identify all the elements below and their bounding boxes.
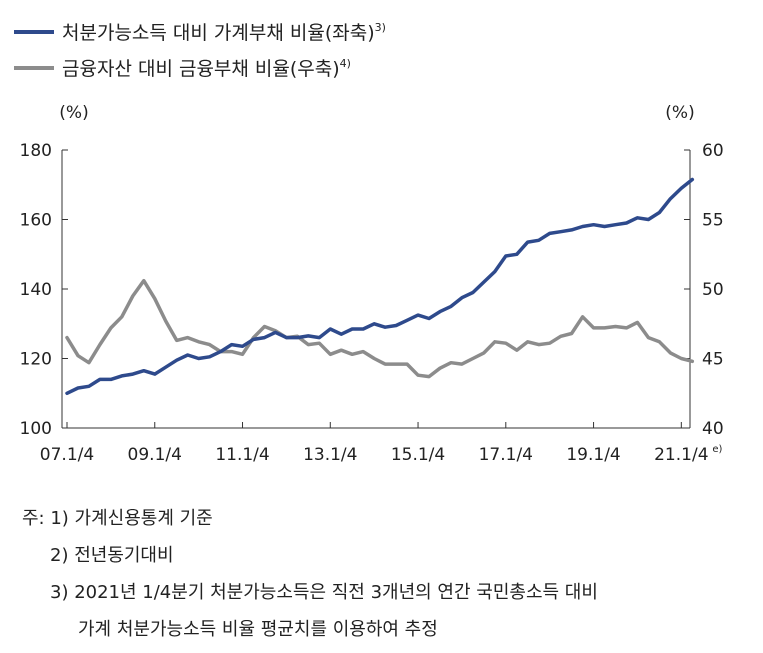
- left-tick-label: 140: [20, 280, 52, 300]
- left-axis-unit: (%): [59, 103, 88, 123]
- x-tick-label: 21.1/4: [654, 445, 708, 465]
- footnote-3-cont: 가계 처분가능소득 비율 평균치를 이용하여 추정: [78, 619, 438, 640]
- left-tick-label: 120: [20, 350, 52, 370]
- right-axis-ticks: 40 45 50 55 60: [684, 141, 724, 439]
- right-tick-label: 45: [702, 350, 724, 370]
- right-tick-label: 55: [702, 211, 724, 231]
- legend-label-financial-liabilities: 금융자산 대비 금융부채 비율(우축)4): [62, 57, 351, 80]
- series-line-household-debt: [65, 177, 695, 396]
- right-tick-label: 40: [702, 419, 724, 439]
- x-tick-superscript: e): [712, 444, 722, 455]
- right-tick-label: 60: [702, 141, 724, 161]
- series-line-financial-liabilities: [65, 278, 695, 379]
- legend: 처분가능소득 대비 가계부채 비율(좌축)3) 금융자산 대비 금융부채 비율(…: [14, 21, 386, 80]
- footnotes: 주: 1) 가계신용통계 기준 2) 전년동기대비 3) 2021년 1/4분기…: [22, 500, 598, 648]
- right-tick-label: 50: [702, 280, 724, 300]
- left-tick-label: 160: [20, 211, 52, 231]
- x-tick-label: 11.1/4: [215, 445, 269, 465]
- x-tick-label: 19.1/4: [566, 445, 620, 465]
- legend-label-household-debt: 처분가능소득 대비 가계부채 비율(좌축)3): [62, 21, 386, 44]
- right-axis-unit: (%): [665, 103, 694, 123]
- left-tick-label: 180: [20, 141, 52, 161]
- footnote-2: 2) 전년동기대비: [50, 545, 174, 566]
- left-axis-ticks: 100 120 140 160 180: [20, 141, 68, 439]
- chart: 처분가능소득 대비 가계부채 비율(좌축)3) 금융자산 대비 금융부채 비율(…: [14, 21, 724, 465]
- x-tick-label: 09.1/4: [128, 445, 182, 465]
- x-tick-label: 07.1/4: [40, 445, 94, 465]
- x-tick-label: 17.1/4: [479, 445, 533, 465]
- series-layer: [65, 177, 695, 396]
- footnote-1: 주: 1) 가계신용통계 기준: [22, 508, 213, 529]
- x-tick-label: 15.1/4: [391, 445, 445, 465]
- x-axis-ticks: 07.1/4 09.1/4 11.1/4 13.1/4 15.1/4 17.1/4 19.1…: [40, 422, 722, 465]
- x-tick-label: 13.1/4: [303, 445, 357, 465]
- left-tick-label: 100: [20, 419, 52, 439]
- footnote-3: 3) 2021년 1/4분기 처분가능소득은 직전 3개년의 연간 국민총소득 …: [50, 582, 598, 603]
